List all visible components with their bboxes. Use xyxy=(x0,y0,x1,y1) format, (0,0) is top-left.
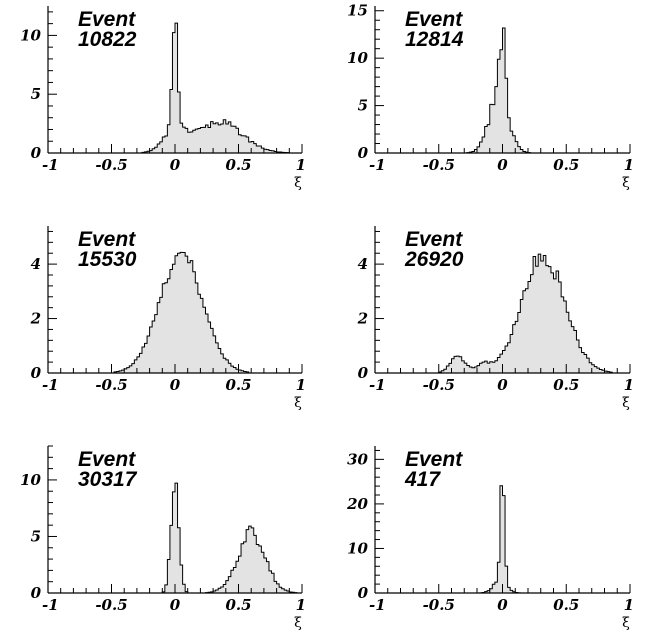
event-title: Event xyxy=(78,448,136,471)
event-number: 30317 xyxy=(78,468,138,491)
x-tick-label: -0.5 xyxy=(423,376,455,394)
histogram-bars xyxy=(375,253,630,374)
x-tick-label: 1 xyxy=(296,376,306,394)
histogram-bars xyxy=(48,482,302,594)
x-axis-label: ξ xyxy=(294,615,302,631)
y-tick-label: 10 xyxy=(20,26,41,44)
x-tick-label: 1 xyxy=(624,156,634,174)
y-tick-label: 5 xyxy=(31,85,41,103)
y-tick-label: 2 xyxy=(30,310,41,328)
x-tick-label: -1 xyxy=(42,156,59,174)
x-tick-label: -1 xyxy=(42,596,59,614)
y-tick-label: 0 xyxy=(358,584,369,602)
x-tick-label: -0.5 xyxy=(95,376,127,394)
x-tick-label: 0 xyxy=(170,376,181,394)
y-tick-label: 15 xyxy=(347,2,368,20)
x-tick-label: 0.5 xyxy=(225,156,251,174)
event-number: 417 xyxy=(404,468,441,491)
y-tick-label: 5 xyxy=(31,527,41,545)
x-tick-label: -0.5 xyxy=(423,156,455,174)
x-tick-label: 1 xyxy=(296,156,306,174)
x-tick-label: -1 xyxy=(369,376,386,394)
histogram-bars xyxy=(375,485,630,594)
x-tick-label: 0 xyxy=(497,596,508,614)
x-tick-label: -1 xyxy=(369,156,386,174)
event-title: Event xyxy=(405,228,463,251)
y-tick-label: 10 xyxy=(20,471,41,489)
x-tick-label: -0.5 xyxy=(95,156,127,174)
event-title: Event xyxy=(78,8,136,31)
x-tick-label: -0.5 xyxy=(95,596,127,614)
x-tick-label: 1 xyxy=(624,596,634,614)
x-axis-label: ξ xyxy=(622,395,630,411)
x-axis-label: ξ xyxy=(622,175,630,191)
y-tick-label: 0 xyxy=(31,364,42,382)
x-tick-label: 0.5 xyxy=(553,596,579,614)
event-title: Event xyxy=(405,8,463,31)
x-tick-label: -1 xyxy=(369,596,386,614)
y-tick-label: 20 xyxy=(346,495,368,513)
x-tick-label: 0.5 xyxy=(553,156,579,174)
x-tick-label: 1 xyxy=(296,596,306,614)
x-tick-label: -0.5 xyxy=(423,596,455,614)
x-tick-label: 0.5 xyxy=(225,596,251,614)
y-tick-label: 0 xyxy=(31,144,42,162)
y-tick-label: 2 xyxy=(357,310,368,328)
y-tick-label: 5 xyxy=(358,97,368,115)
y-tick-label: 0 xyxy=(31,584,42,602)
event-title: Event xyxy=(405,448,463,471)
x-tick-label: 0 xyxy=(497,376,508,394)
y-tick-label: 30 xyxy=(347,450,368,468)
x-tick-label: -1 xyxy=(42,376,59,394)
x-tick-label: 0 xyxy=(170,156,181,174)
y-tick-label: 10 xyxy=(347,49,368,67)
x-axis-label: ξ xyxy=(294,175,302,191)
y-tick-label: 0 xyxy=(358,364,369,382)
x-tick-label: 0.5 xyxy=(225,376,251,394)
x-tick-label: 0 xyxy=(497,156,508,174)
event-number: 26920 xyxy=(404,248,464,271)
y-tick-label: 4 xyxy=(358,255,368,273)
x-tick-label: 1 xyxy=(624,376,634,394)
event-number: 10822 xyxy=(78,28,137,51)
event-number: 15530 xyxy=(78,248,137,271)
event-number: 12814 xyxy=(405,28,464,51)
y-tick-label: 0 xyxy=(358,144,369,162)
x-tick-label: 0 xyxy=(170,596,181,614)
x-axis-label: ξ xyxy=(622,615,630,631)
event-title: Event xyxy=(78,228,136,251)
y-tick-label: 4 xyxy=(31,255,41,273)
x-axis-label: ξ xyxy=(294,395,302,411)
y-tick-label: 10 xyxy=(347,539,368,557)
x-tick-label: 0.5 xyxy=(553,376,579,394)
